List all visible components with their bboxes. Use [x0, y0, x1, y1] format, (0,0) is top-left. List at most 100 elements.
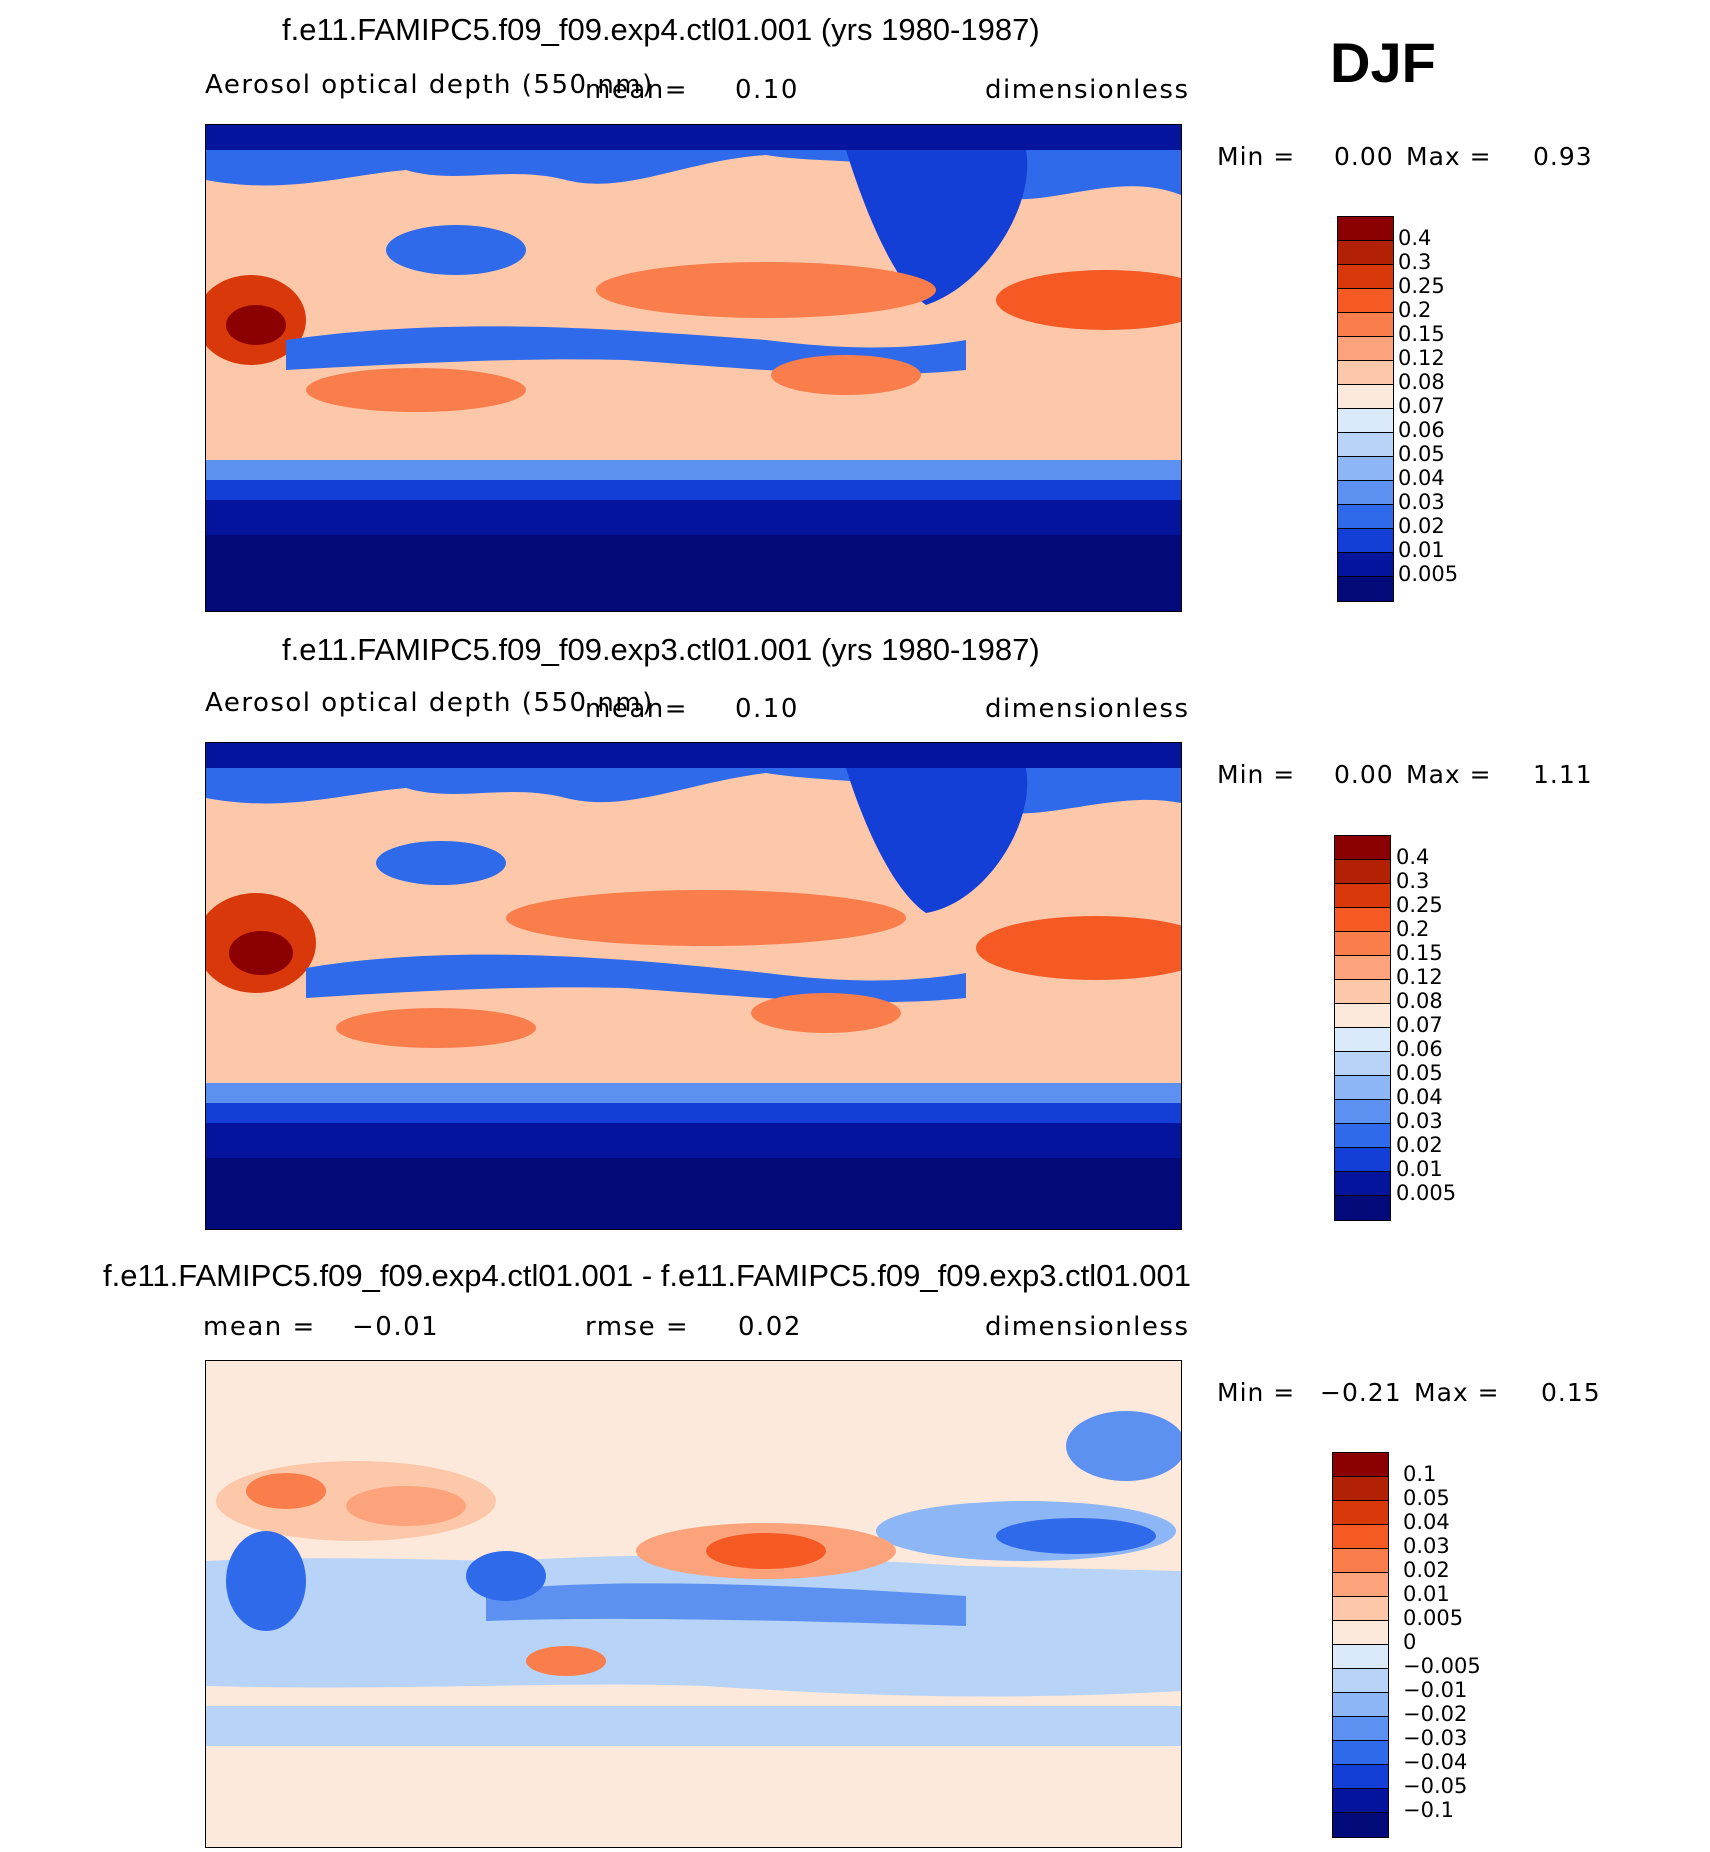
colorbar-level-label: 0.06: [1396, 1037, 1443, 1061]
colorbar-level-label: 0.03: [1398, 490, 1445, 514]
panel3-min-value: −0.21: [1320, 1378, 1402, 1407]
colorbar-level-label: −0.1: [1403, 1798, 1454, 1822]
colorbar-level-label: 0.1: [1403, 1462, 1437, 1486]
colorbar-level-label: 0.02: [1403, 1558, 1450, 1582]
panel3-mean-label: mean =: [203, 1312, 316, 1342]
colorbar-segment: [1338, 553, 1393, 577]
colorbar-segment: [1333, 1741, 1388, 1765]
colorbar-level-label: 0.12: [1396, 965, 1443, 989]
colorbar-segment: [1333, 1717, 1388, 1741]
colorbar-level-label: 0.4: [1398, 226, 1432, 250]
panel3-units: dimensionless: [985, 1312, 1190, 1342]
colorbar-level-label: 0.2: [1398, 298, 1432, 322]
panel2-map: [205, 742, 1182, 1230]
panel3-rmse-label: rmse =: [585, 1312, 690, 1342]
colorbar-segment: [1333, 1621, 1388, 1645]
colorbar-level-label: 0.01: [1396, 1157, 1443, 1181]
colorbar-segment: [1338, 433, 1393, 457]
colorbar-level-label: 0.12: [1398, 346, 1445, 370]
colorbar-level-label: −0.03: [1403, 1726, 1468, 1750]
colorbar-level-label: 0.2: [1396, 917, 1430, 941]
panel2-mean-label: mean=: [585, 694, 689, 724]
colorbar-level-label: 0.08: [1396, 989, 1443, 1013]
colorbar-segment: [1333, 1597, 1388, 1621]
colorbar-level-label: 0.005: [1403, 1606, 1464, 1630]
panel2-field: [206, 743, 1181, 1229]
panel1-field: [206, 125, 1181, 611]
panel2-mean-value: 0.10: [735, 694, 799, 724]
colorbar-segment: [1335, 1124, 1390, 1148]
colorbar-segment: [1335, 980, 1390, 1004]
colorbar-level-label: 0.005: [1396, 1181, 1457, 1205]
colorbar-level-label: −0.005: [1403, 1654, 1481, 1678]
colorbar-segment: [1335, 1196, 1390, 1220]
colorbar-level-label: 0.05: [1396, 1061, 1443, 1085]
colorbar-level-label: 0.15: [1398, 322, 1445, 346]
colorbar-level-label: 0.05: [1398, 442, 1445, 466]
panel3-max-label: Max =: [1414, 1378, 1500, 1407]
colorbar-level-label: 0.01: [1398, 538, 1445, 562]
panel2-max-label: Max =: [1406, 760, 1492, 789]
colorbar-segment: [1335, 908, 1390, 932]
colorbar-level-label: 0.04: [1396, 1085, 1443, 1109]
colorbar-segment: [1338, 337, 1393, 361]
colorbar-segment: [1333, 1789, 1388, 1813]
panel3-field: [206, 1361, 1181, 1847]
colorbar-level-label: 0: [1403, 1630, 1417, 1654]
colorbar-level-label: 0.25: [1396, 893, 1443, 917]
colorbar-segment: [1338, 265, 1393, 289]
colorbar-segment: [1335, 1052, 1390, 1076]
colorbar-segment: [1335, 956, 1390, 980]
colorbar-segment: [1338, 385, 1393, 409]
panel1-min-label: Min =: [1217, 142, 1296, 171]
colorbar-level-label: −0.01: [1403, 1678, 1468, 1702]
colorbar-segment: [1338, 217, 1393, 241]
colorbar-segment: [1333, 1477, 1388, 1501]
colorbar-level-label: 0.08: [1398, 370, 1445, 394]
panel3-colorbar: [1332, 1452, 1389, 1838]
panel1-map: [205, 124, 1182, 612]
colorbar-segment: [1335, 884, 1390, 908]
colorbar-level-label: 0.01: [1403, 1582, 1450, 1606]
panel1-colorbar: [1337, 216, 1394, 602]
colorbar-level-label: 0.03: [1403, 1534, 1450, 1558]
panel3-mean-value: −0.01: [352, 1312, 440, 1342]
colorbar-level-label: 0.07: [1396, 1013, 1443, 1037]
colorbar-segment: [1338, 577, 1393, 601]
colorbar-level-label: 0.25: [1398, 274, 1445, 298]
colorbar-segment: [1333, 1549, 1388, 1573]
colorbar-level-label: 0.02: [1398, 514, 1445, 538]
colorbar-segment: [1335, 1100, 1390, 1124]
panel1-max-value: 0.93: [1533, 142, 1593, 171]
colorbar-segment: [1335, 1148, 1390, 1172]
colorbar-segment: [1333, 1453, 1388, 1477]
colorbar-segment: [1338, 457, 1393, 481]
panel2-title: f.e11.FAMIPC5.f09_f09.exp3.ctl01.001 (yr…: [282, 632, 1040, 667]
colorbar-segment: [1333, 1573, 1388, 1597]
panel3-rmse-value: 0.02: [738, 1312, 802, 1342]
colorbar-level-label: −0.04: [1403, 1750, 1468, 1774]
colorbar-level-label: 0.3: [1396, 869, 1430, 893]
panel2-units: dimensionless: [985, 694, 1190, 724]
colorbar-segment: [1335, 1004, 1390, 1028]
colorbar-segment: [1335, 1172, 1390, 1196]
panel2-variable: Aerosol optical depth (550 nm): [205, 688, 654, 718]
panel3-max-value: 0.15: [1541, 1378, 1601, 1407]
colorbar-level-label: 0.05: [1403, 1486, 1450, 1510]
colorbar-segment: [1338, 505, 1393, 529]
panel1-max-label: Max =: [1406, 142, 1492, 171]
colorbar-segment: [1335, 932, 1390, 956]
colorbar-level-label: 0.02: [1396, 1133, 1443, 1157]
panel3-title: f.e11.FAMIPC5.f09_f09.exp4.ctl01.001 - f…: [103, 1258, 1191, 1293]
season-label: DJF: [1330, 31, 1436, 94]
colorbar-segment: [1333, 1525, 1388, 1549]
colorbar-segment: [1338, 481, 1393, 505]
colorbar-segment: [1338, 361, 1393, 385]
panel1-units: dimensionless: [985, 75, 1190, 105]
colorbar-segment: [1335, 1076, 1390, 1100]
colorbar-segment: [1333, 1501, 1388, 1525]
colorbar-level-label: −0.02: [1403, 1702, 1468, 1726]
panel1-min-value: 0.00: [1334, 142, 1394, 171]
colorbar-segment: [1333, 1645, 1388, 1669]
